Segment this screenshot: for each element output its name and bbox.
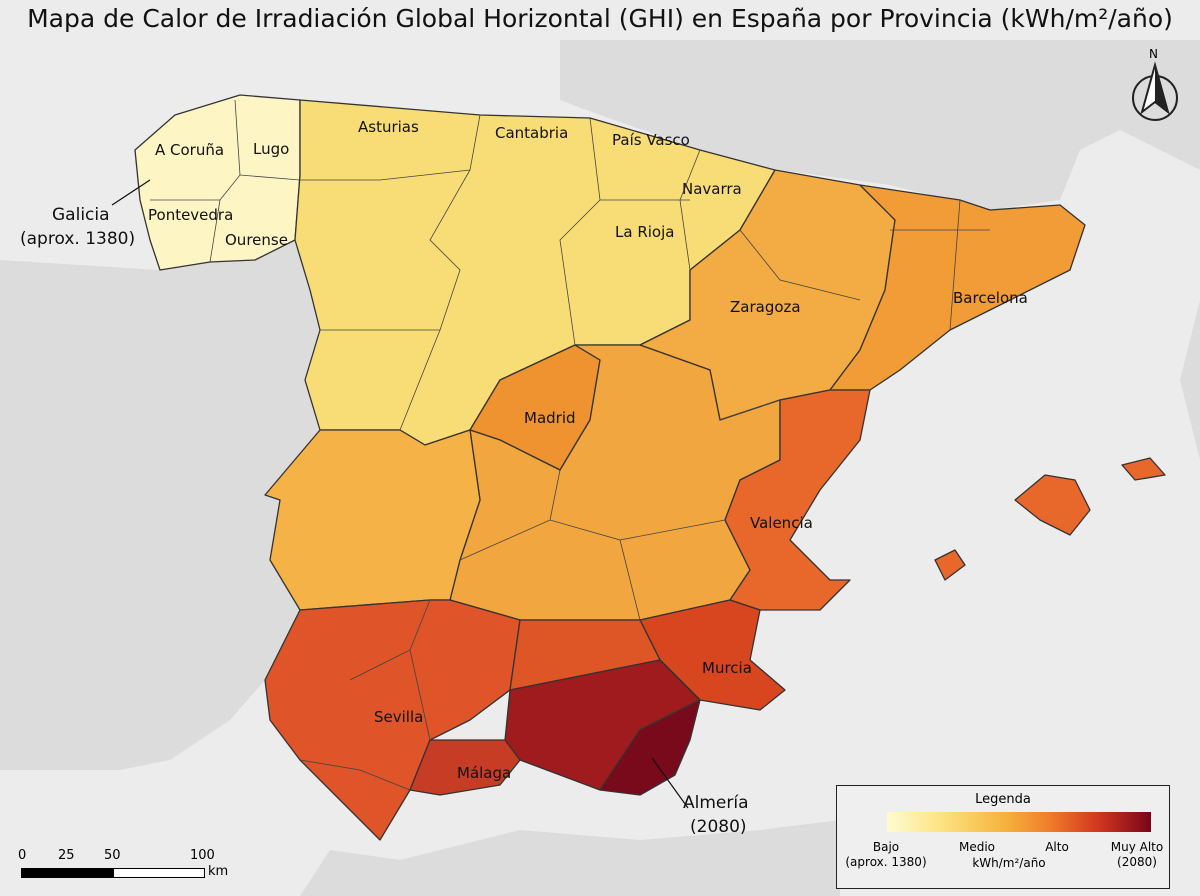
label-barcelona: Barcelona (953, 289, 1028, 307)
label-navarra: Navarra (682, 180, 742, 198)
legend-title: Legenda (975, 792, 1031, 807)
label-madrid: Madrid (524, 409, 576, 427)
label-a-coruna: A Coruña (155, 141, 224, 159)
label-sevilla: Sevilla (374, 708, 423, 726)
galicia-leader-line (111, 179, 151, 206)
label-cantabria: Cantabria (495, 124, 568, 142)
legend-low: Bajo (aprox. 1380) (841, 840, 931, 870)
almeria-annotation-value: (2080) (690, 817, 747, 837)
portugal-land (0, 240, 320, 770)
almeria-annotation-name: Almería (683, 793, 749, 813)
legend-tick-medio: Medio (958, 840, 996, 854)
label-asturias: Asturias (358, 118, 419, 136)
region-ibiza[interactable] (934, 549, 966, 581)
region-extremadura[interactable] (264, 429, 481, 611)
scale-tick-25: 25 (58, 848, 75, 863)
scale-unit: km (208, 864, 229, 879)
label-zaragoza: Zaragoza (730, 298, 801, 316)
region-valencia[interactable] (724, 389, 871, 611)
region-almeria[interactable] (599, 659, 701, 796)
africa-land (300, 820, 840, 896)
label-murcia: Murcia (702, 659, 752, 677)
scale-tick-0: 0 (18, 848, 27, 863)
label-malaga: Málaga (457, 764, 511, 782)
legend-low-value: (aprox. 1380) (845, 855, 927, 869)
legend-tick-muy-alto: Muy Alto (1110, 840, 1164, 854)
label-ourense: Ourense (225, 231, 288, 249)
legend-high-value: (2080) (1117, 855, 1157, 869)
legend-high: Muy Alto (2080) (1105, 840, 1169, 870)
galicia-annotation-value: (aprox. 1380) (20, 229, 135, 249)
sardinia-land (1180, 300, 1200, 460)
legend-color-ramp (887, 812, 1151, 832)
label-valencia: Valencia (750, 514, 813, 532)
province-boundaries (150, 99, 990, 791)
france-land (560, 40, 1200, 210)
scale-tick-50: 50 (104, 848, 121, 863)
map-title: Mapa de Calor de Irradiación Global Hori… (27, 4, 1173, 33)
label-la-rioja: La Rioja (615, 223, 674, 241)
legend-tick-alto: Alto (1045, 840, 1069, 854)
legend-unit: kWh/m²/año (972, 856, 1046, 870)
galicia-annotation-name: Galicia (52, 205, 110, 225)
region-menorca[interactable] (1121, 457, 1166, 481)
almeria-leader-line (651, 757, 689, 809)
legend: Legenda Bajo (aprox. 1380) Medio Alto kWh… (836, 785, 1170, 889)
scale-bar-white (113, 868, 205, 878)
label-lugo: Lugo (253, 140, 289, 158)
scale-tick-100: 100 (190, 848, 215, 863)
region-mallorca[interactable] (1014, 474, 1091, 536)
provinces (134, 94, 1166, 841)
legend-tick-bajo: Bajo (872, 840, 900, 854)
label-pontevedra: Pontevedra (148, 206, 233, 224)
north-arrow-icon: N (1132, 47, 1178, 121)
north-label: N (1149, 47, 1158, 61)
region-galicia[interactable] (134, 94, 301, 271)
label-pais-vasco: País Vasco (612, 131, 690, 149)
scale-bar: 0 25 50 100 km (18, 848, 268, 888)
scale-bar-black (21, 868, 115, 878)
province-labels: A Coruña Lugo Pontevedra Ourense Asturia… (148, 118, 1028, 782)
